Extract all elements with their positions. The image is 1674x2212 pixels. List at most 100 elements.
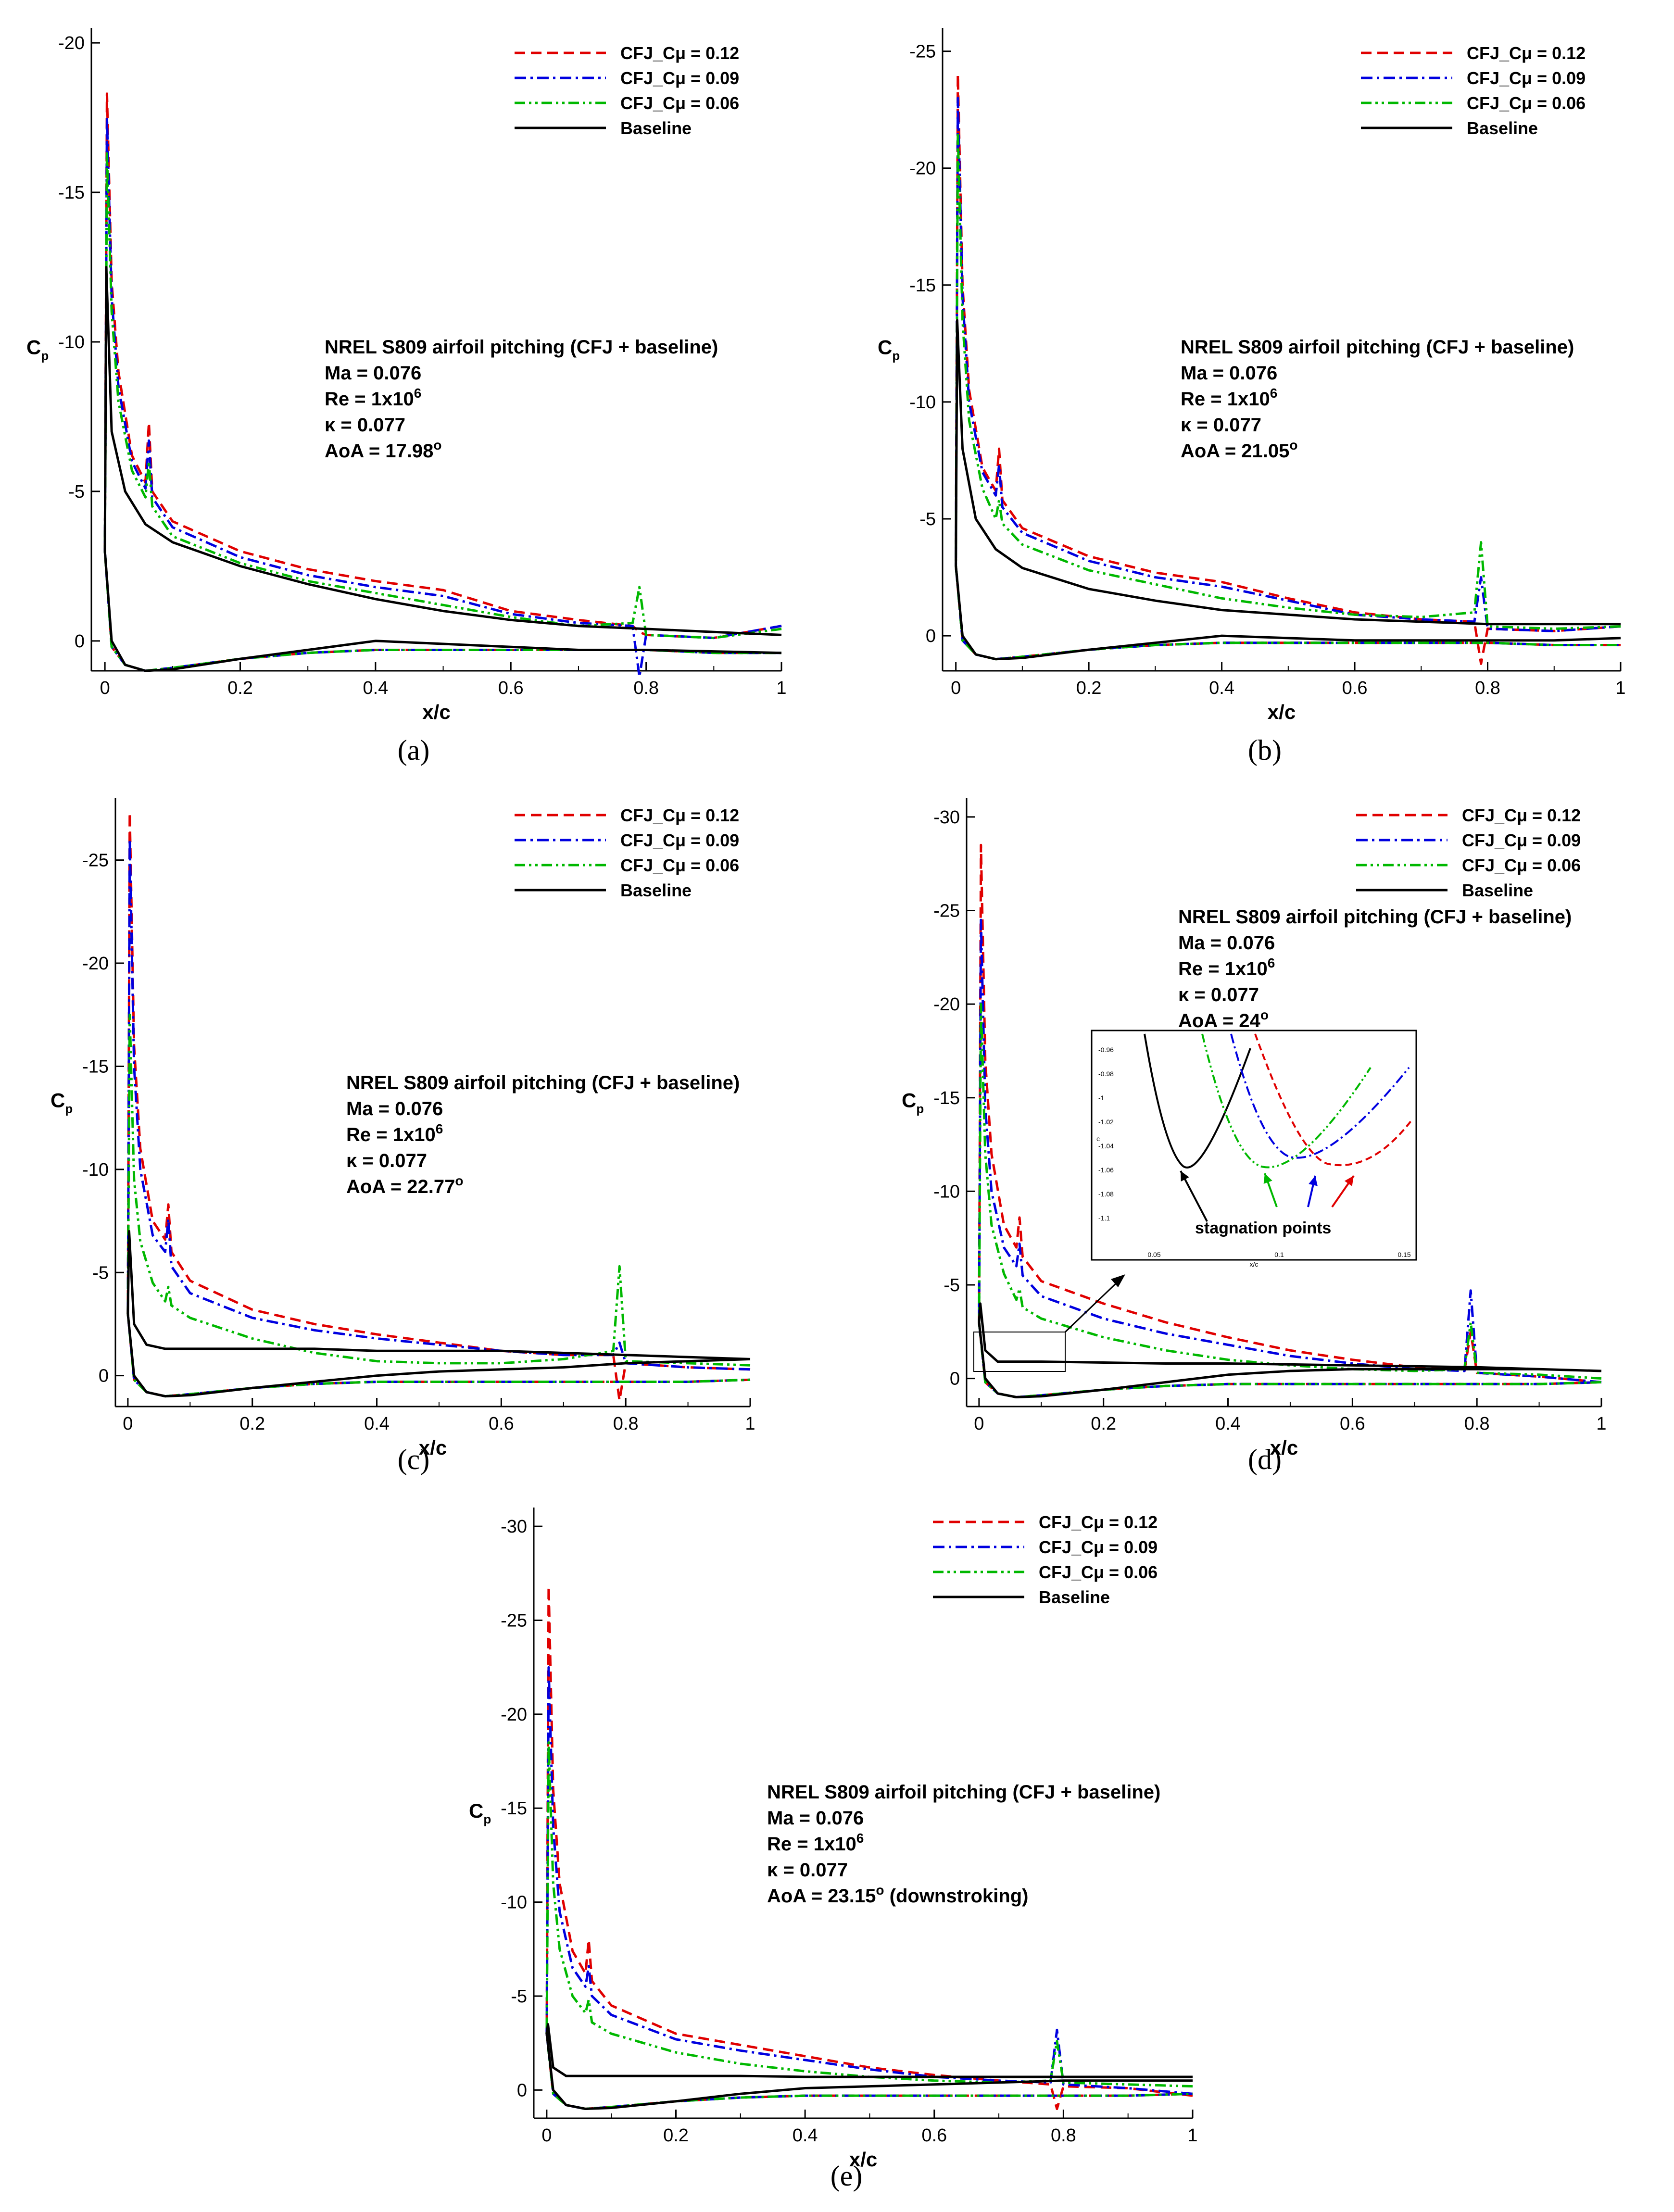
legend-entry: CFJ_Cμ = 0.06 bbox=[620, 855, 739, 875]
y-tick-label: -25 bbox=[909, 42, 936, 62]
x-tick-label: 0.2 bbox=[1091, 1414, 1116, 1434]
inset-x-tick-label: 0.15 bbox=[1397, 1251, 1410, 1258]
legend-entry: CFJ_Cμ = 0.12 bbox=[1462, 805, 1581, 825]
y-tick-label: -5 bbox=[511, 1986, 527, 2007]
inset-y-tick-label: -0.98 bbox=[1098, 1070, 1114, 1078]
annotation-reynolds: Re = 1x106 bbox=[1181, 386, 1277, 410]
series-line-cmu-0 bbox=[955, 73, 1621, 665]
y-axis-label: Cp bbox=[469, 1799, 491, 1826]
series-line-baseline bbox=[978, 1302, 1602, 1398]
chart-panel-d: 0 0.2 0.4 0.6 0.8 1 0 -5 -10 -15 -20 -25 -30 x/c Cp CFJ… bbox=[902, 798, 1607, 1475]
series-line-cmu-2 bbox=[126, 1013, 751, 1398]
y-tick-label: -15 bbox=[501, 1798, 527, 1819]
x-tick-label: 0.4 bbox=[1215, 1414, 1241, 1434]
x-tick-label: 0 bbox=[974, 1414, 984, 1434]
y-tick-label: -10 bbox=[501, 1893, 527, 1913]
zoom-connector bbox=[1064, 1278, 1121, 1333]
inset-y-tick-label: -1 bbox=[1098, 1094, 1105, 1102]
y-axis-label: Cp bbox=[50, 1089, 73, 1116]
inset-curve-cmu-009 bbox=[1230, 1033, 1410, 1159]
inset-x-tick-label: 0.1 bbox=[1274, 1251, 1284, 1258]
inset-x-tick-label: 0.05 bbox=[1147, 1251, 1160, 1258]
annotation-mach: Ma = 0.076 bbox=[325, 363, 421, 384]
annotation-aoa: AoA = 21.05o bbox=[1181, 438, 1298, 462]
annotation-mach: Ma = 0.076 bbox=[346, 1098, 443, 1119]
legend-entry: CFJ_Cμ = 0.06 bbox=[1462, 855, 1581, 875]
series-line-baseline bbox=[955, 319, 1621, 661]
y-tick-label: -10 bbox=[58, 332, 85, 352]
inset-y-tick-label: -1.1 bbox=[1098, 1214, 1110, 1222]
y-tick-label: -20 bbox=[58, 33, 85, 53]
legend-entry: Baseline bbox=[620, 118, 692, 138]
series-line-cmu-2 bbox=[978, 1003, 1602, 1398]
stagnation-label: stagnation points bbox=[1195, 1219, 1331, 1237]
x-tick-label: 0 bbox=[100, 678, 110, 698]
legend-entry: CFJ_Cμ = 0.12 bbox=[1039, 1512, 1158, 1532]
annotation-mach: Ma = 0.076 bbox=[1178, 932, 1275, 954]
legend-entry: Baseline bbox=[620, 880, 692, 900]
y-axis-label: Cp bbox=[26, 336, 49, 363]
inset-curve-cmu-012 bbox=[1254, 1033, 1412, 1167]
legend-entry: Baseline bbox=[1467, 118, 1538, 138]
y-tick-label: 0 bbox=[75, 631, 85, 652]
x-tick-label: 0.6 bbox=[498, 678, 524, 698]
y-tick-label: 0 bbox=[99, 1366, 109, 1386]
panel-label: (a) bbox=[398, 734, 430, 766]
legend-entry: CFJ_Cμ = 0.12 bbox=[620, 805, 739, 825]
y-tick-label: -15 bbox=[933, 1088, 960, 1108]
x-tick-label: 1 bbox=[1615, 678, 1625, 698]
y-axis-label: Cp bbox=[902, 1089, 924, 1116]
inset-frame bbox=[1091, 1030, 1417, 1261]
x-axis-label: x/c bbox=[1268, 701, 1296, 723]
panel-label: (e) bbox=[831, 2160, 863, 2192]
series-line-cmu-0 bbox=[103, 92, 782, 672]
x-tick-label: 0.4 bbox=[363, 678, 388, 698]
x-tick-label: 0.4 bbox=[364, 1414, 390, 1434]
inset-curve-baseline bbox=[1144, 1033, 1251, 1169]
annotation-reynolds: Re = 1x106 bbox=[325, 386, 421, 410]
annotation-mach: Ma = 0.076 bbox=[767, 1808, 864, 1829]
legend-entry: CFJ_Cμ = 0.09 bbox=[1467, 68, 1586, 88]
y-tick-label: -15 bbox=[82, 1056, 109, 1077]
x-tick-label: 0 bbox=[951, 678, 961, 698]
series-line-baseline bbox=[545, 2023, 1193, 2110]
y-tick-label: 0 bbox=[950, 1369, 960, 1389]
annotation-kappa: κ = 0.077 bbox=[346, 1150, 427, 1171]
y-tick-label: -20 bbox=[501, 1705, 527, 1725]
arrow-head bbox=[1181, 1171, 1189, 1181]
y-tick-label: -15 bbox=[58, 183, 85, 203]
annotation-title: NREL S809 airfoil pitching (CFJ + baseli… bbox=[346, 1072, 740, 1093]
series-line-cmu-0 bbox=[978, 843, 1602, 1398]
series-line-cmu-2 bbox=[545, 1741, 1193, 2110]
annotation-reynolds: Re = 1x106 bbox=[1178, 955, 1275, 980]
panel-label: (c) bbox=[398, 1444, 430, 1475]
x-axis-label: x/c bbox=[849, 2148, 877, 2171]
x-tick-label: 0 bbox=[541, 2125, 552, 2146]
y-axis-label: Cp bbox=[878, 336, 900, 363]
inset-y-tick-label: -0.96 bbox=[1098, 1046, 1114, 1054]
y-tick-label: -30 bbox=[933, 807, 960, 828]
legend-entry: CFJ_Cμ = 0.12 bbox=[1467, 43, 1586, 63]
x-tick-label: 1 bbox=[1596, 1414, 1606, 1434]
legend-entry: CFJ_Cμ = 0.12 bbox=[620, 43, 739, 63]
annotation-kappa: κ = 0.077 bbox=[767, 1860, 848, 1881]
annotation-aoa: AoA = 24o bbox=[1178, 1007, 1269, 1031]
zoom-connector-head bbox=[1111, 1274, 1125, 1287]
annotation-kappa: κ = 0.077 bbox=[1178, 984, 1259, 1005]
y-tick-label: 0 bbox=[517, 2080, 527, 2100]
x-tick-label: 0.2 bbox=[663, 2125, 689, 2146]
x-tick-label: 0.4 bbox=[793, 2125, 818, 2146]
annotation-title: NREL S809 airfoil pitching (CFJ + baseli… bbox=[767, 1782, 1160, 1803]
annotation-reynolds: Re = 1x106 bbox=[346, 1121, 443, 1145]
inset-curve-cmu-006 bbox=[1201, 1033, 1372, 1169]
x-tick-label: 0.8 bbox=[633, 678, 659, 698]
annotation-mach: Ma = 0.076 bbox=[1181, 363, 1277, 384]
x-tick-label: 0.6 bbox=[1342, 678, 1368, 698]
annotation-title: NREL S809 airfoil pitching (CFJ + baseli… bbox=[325, 337, 718, 358]
x-tick-label: 1 bbox=[1187, 2125, 1197, 2146]
y-tick-label: 0 bbox=[926, 626, 936, 646]
legend-entry: CFJ_Cμ = 0.09 bbox=[1462, 830, 1581, 850]
x-tick-label: 0.4 bbox=[1209, 678, 1234, 698]
annotation-aoa: AoA = 22.77o bbox=[346, 1173, 464, 1197]
x-tick-label: 0.6 bbox=[489, 1414, 514, 1434]
